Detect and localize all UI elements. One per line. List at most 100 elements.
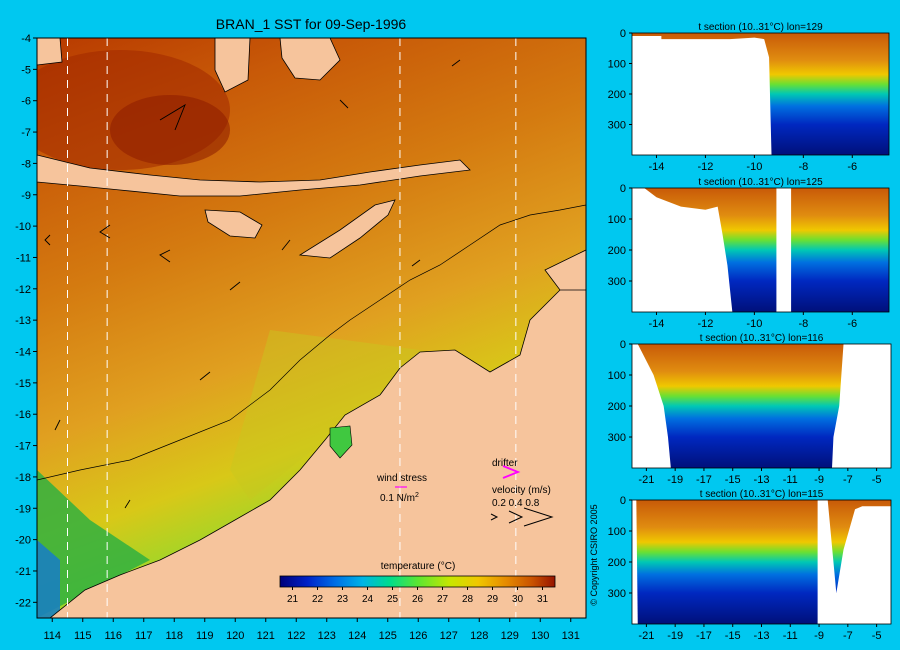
section-panel: t section (10..31°C) lon=129 0 100 200 300 -1… — [608, 22, 890, 173]
colorbar-tick-label: 23 — [337, 594, 349, 605]
section-y-tick-label: 0 — [620, 28, 626, 40]
section-y-tick-label: 200 — [608, 557, 626, 569]
section-x-tick-label: -17 — [696, 630, 712, 642]
section-x-tick-label: -5 — [872, 630, 882, 642]
section-y-tick-label: 0 — [620, 183, 626, 195]
map-y-tick-label: -14 — [15, 347, 31, 359]
section-x-tick-label: -17 — [696, 474, 712, 486]
section-y-tick-label: 200 — [608, 89, 626, 101]
map-x-tick-label: 126 — [409, 630, 427, 642]
map-x-tick-label: 125 — [379, 630, 397, 642]
map-x-tick-label: 116 — [104, 630, 122, 642]
map-x-tick-label: 131 — [562, 630, 580, 642]
map-x-tick-label: 115 — [74, 630, 92, 642]
section-bathymetry-mask — [632, 36, 772, 155]
isobath-contour — [37, 204, 586, 481]
map-y-tick-label: -16 — [15, 409, 31, 421]
sst-map: BRAN_1 SST for 09-Sep-1996 — [15, 16, 587, 642]
section-x-tick-label: -12 — [697, 318, 713, 330]
coastal-cool-spot — [329, 425, 353, 459]
section-x-tick-label: -12 — [697, 161, 713, 173]
wind-stress-exponent: 2 — [415, 492, 419, 499]
section-x-tick-label: -8 — [798, 161, 808, 173]
section-x-tick-label: -7 — [843, 630, 853, 642]
colorbar-ticks: 21 22 23 24 25 26 27 28 29 30 31 — [287, 587, 548, 605]
colorbar-tick-label: 24 — [362, 594, 374, 605]
colorbar-tick-label: 22 — [312, 594, 324, 605]
map-y-tick-label: -10 — [15, 221, 31, 233]
timor-island — [298, 199, 396, 259]
section-guide-lines — [67, 38, 517, 618]
wind-vector — [411, 259, 421, 267]
map-x-tick-label: 118 — [165, 630, 183, 642]
section-x-tick-label: -9 — [814, 474, 824, 486]
map-y-tick-label: -21 — [15, 566, 31, 578]
map-x-tick-label: 114 — [43, 630, 61, 642]
wind-stress-scale-value: 0.1 N/m — [380, 493, 415, 504]
section-bathymetry-mask — [632, 188, 733, 312]
map-y-tick-label: -4 — [21, 33, 31, 45]
section-title: t section (10..31°C) lon=125 — [698, 177, 823, 188]
velocity-arrow-medium-icon — [508, 510, 524, 524]
map-y-tick-label: -9 — [21, 190, 31, 202]
section-x-tick-label: -19 — [667, 474, 683, 486]
colorbar-tick-label: 30 — [512, 594, 524, 605]
wind-stress-scale: 0.1 N/m2 — [380, 492, 419, 504]
map-title: BRAN_1 SST for 09-Sep-1996 — [216, 16, 407, 32]
section-x-tick-label: -11 — [783, 630, 798, 642]
section-x-tick-label: -21 — [638, 630, 654, 642]
wind-vector — [451, 59, 461, 67]
colorbar: temperature (°C) 21 22 23 24 25 26 27 28 29 30 31 — [279, 561, 556, 605]
map-x-tick-label: 124 — [348, 630, 366, 642]
section-title: t section (10..31°C) lon=115 — [700, 489, 824, 500]
section-y-tick-label: 100 — [608, 59, 626, 71]
section-panel: t section (10..31°C) lon=115 0 100 200 300 -2… — [608, 489, 892, 642]
section-x-tick-label: -21 — [638, 474, 654, 486]
section-x-tick-label: -13 — [754, 474, 770, 486]
section-x-tick-label: -8 — [798, 318, 808, 330]
map-y-tick-label: -20 — [15, 535, 31, 547]
section-y-tick-label: 100 — [608, 526, 626, 538]
map-x-tick-label: 122 — [287, 630, 305, 642]
map-x-tick-label: 129 — [501, 630, 519, 642]
cool-coastal-water — [37, 470, 150, 618]
map-y-tick-label: -18 — [15, 472, 31, 484]
section-field-group — [632, 33, 889, 155]
arnhem-land — [544, 249, 586, 291]
velocity-arrow-large-icon — [523, 507, 554, 527]
section-x-tick-label: -10 — [746, 161, 762, 173]
section-x-tick-label: -14 — [649, 161, 665, 173]
section-x-tick-label: -19 — [667, 630, 683, 642]
section-y-tick-label: 300 — [608, 276, 626, 288]
section-panel: t section (10..31°C) lon=116 0 100 200 300 -2… — [608, 333, 892, 486]
map-y-tick-label: -13 — [15, 315, 31, 327]
sumba-island — [204, 209, 263, 239]
wind-vector — [159, 103, 186, 131]
section-x-tick-label: -15 — [725, 630, 741, 642]
velocity-arrow-small-icon — [490, 513, 499, 521]
wind-vectors — [44, 59, 461, 509]
warm-core — [110, 95, 230, 165]
section-x-tick-label: -10 — [746, 318, 762, 330]
colorbar-tick-label: 28 — [462, 594, 474, 605]
section-title: t section (10..31°C) lon=116 — [700, 333, 824, 344]
colorbar-tick-label: 25 — [387, 594, 399, 605]
map-y-tick-label: -6 — [21, 96, 31, 108]
map-y-axis: -4 -5 -6 -7 -8 -9 -10 -11 -12 -13 -14 -15 -16 -17 -18 -… — [15, 33, 37, 609]
map-x-tick-label: 119 — [196, 630, 214, 642]
map-x-tick-label: 121 — [257, 630, 275, 642]
drifter-arrow-icon — [502, 465, 521, 479]
section-y-tick-label: 200 — [608, 401, 626, 413]
section-y-tick-label: 100 — [608, 214, 626, 226]
section-y-tick-label: 200 — [608, 245, 626, 257]
colorbar-gradient — [279, 575, 556, 588]
section-bathymetry-mask — [817, 500, 891, 624]
section-x-tick-label: -13 — [754, 630, 770, 642]
section-panels: t section (10..31°C) lon=129 0 100 200 300 -1… — [608, 22, 892, 642]
section-x-tick-label: -6 — [847, 161, 857, 173]
section-x-tick-label: -9 — [814, 630, 824, 642]
wind-vector — [339, 99, 349, 109]
map-y-tick-label: -19 — [15, 503, 31, 515]
map-x-tick-label: 120 — [226, 630, 244, 642]
